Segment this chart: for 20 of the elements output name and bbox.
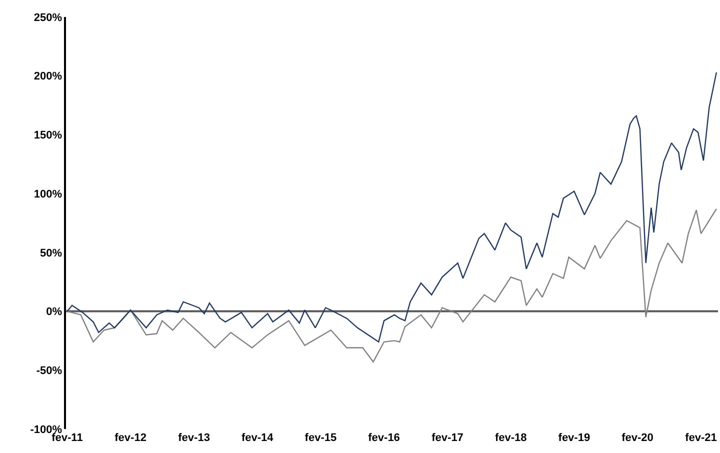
x-tick-label: fev-14 — [241, 432, 274, 444]
x-tick-label: fev-18 — [494, 432, 527, 444]
x-tick-label: fev-11 — [52, 432, 83, 444]
x-tick-label: fev-15 — [304, 432, 337, 444]
y-tick-label: 0% — [46, 306, 62, 318]
y-tick-label: 250% — [34, 12, 62, 24]
x-tick-label: fev-16 — [368, 432, 400, 444]
x-tick-label: fev-19 — [558, 432, 590, 444]
y-tick-label: 50% — [40, 247, 62, 260]
line-series — [66, 208, 718, 362]
x-tick-label: fev-21 — [685, 432, 717, 444]
y-tick-label: 150% — [34, 130, 62, 142]
y-tick-label: -50% — [36, 364, 62, 377]
x-tick-label: fev-13 — [178, 432, 210, 444]
x-tick-label: fev-12 — [114, 432, 146, 444]
x-tick-label: fev-20 — [622, 432, 654, 444]
line-series — [66, 72, 718, 342]
y-tick-label: 100% — [34, 188, 62, 200]
x-tick-label: fev-17 — [432, 432, 464, 444]
y-tick-label: 200% — [34, 70, 62, 83]
